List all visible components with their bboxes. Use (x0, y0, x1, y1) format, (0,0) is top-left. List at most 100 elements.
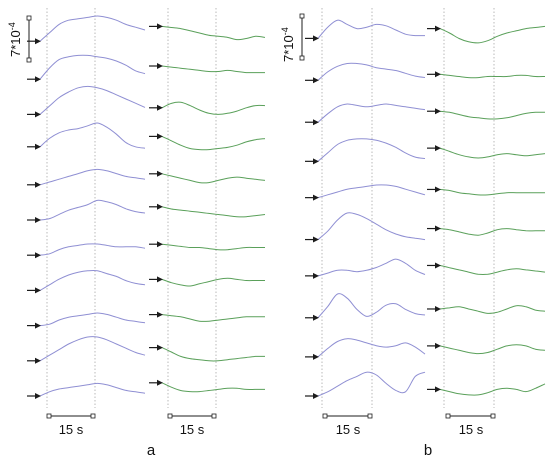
onset-arrow-icon (157, 133, 163, 140)
time-label-a-green: 15 s (180, 422, 205, 437)
svg-text:7*10-4: 7*10-4 (7, 22, 23, 57)
amplitude-scale-bar-a: 7*10-4 (7, 15, 32, 63)
onset-arrow-icon (313, 119, 319, 126)
onset-arrow-icon (435, 145, 441, 152)
trace-line (439, 188, 545, 196)
onset-arrow-icon (435, 225, 441, 232)
onset-arrow-icon (157, 170, 163, 177)
trace-line (317, 258, 426, 277)
time-scale-bar-b-green: 15 s (445, 413, 496, 437)
onset-arrow-icon (313, 35, 319, 42)
onset-arrow-icon (157, 311, 163, 318)
trace-line (39, 336, 146, 362)
onset-arrow-icon (435, 342, 441, 349)
onset-arrow-icon (35, 217, 41, 223)
panel-b-green-traces (427, 25, 546, 396)
panel-label-b: b (424, 442, 432, 459)
time-scale-bar-a-blue: 15 s (46, 413, 96, 437)
time-label-b-green: 15 s (459, 422, 484, 437)
trace-line (161, 314, 265, 322)
trace-line (439, 305, 546, 314)
onset-arrow-icon (313, 158, 319, 165)
onset-arrow-icon (35, 76, 41, 83)
gridlines (46, 8, 495, 408)
onset-arrow-icon (35, 322, 41, 329)
onset-arrow-icon (435, 262, 441, 269)
onset-arrow-icon (35, 252, 41, 259)
onset-arrow-icon (313, 314, 319, 321)
trace-line (317, 212, 426, 241)
trace-line (317, 371, 426, 397)
scale-exponent-a: -4 (7, 22, 17, 30)
trace-line (39, 243, 146, 256)
trace-line (439, 228, 545, 236)
scale-label-b: 7*10 (281, 35, 296, 62)
panel-a-green-traces (149, 23, 266, 393)
onset-arrow-icon (157, 203, 163, 210)
onset-arrow-icon (313, 194, 319, 201)
trace-line (317, 184, 426, 199)
svg-text:7*10-4: 7*10-4 (280, 27, 296, 62)
trace-line (161, 347, 266, 362)
onset-arrow-icon (35, 393, 41, 399)
trace-line (317, 338, 426, 358)
onset-arrow-icon (35, 181, 41, 188)
trace-line (39, 382, 146, 397)
trace-line (39, 199, 146, 221)
time-label-b-blue: 15 s (336, 422, 361, 437)
onset-arrow-icon (35, 111, 41, 118)
trace-line (317, 62, 426, 81)
scale-exponent-b: -4 (280, 27, 290, 35)
panel-label-a: a (147, 442, 156, 459)
trace-line (39, 168, 146, 186)
trace-line (39, 122, 146, 149)
onset-arrow-icon (435, 108, 441, 115)
onset-arrow-icon (157, 241, 163, 248)
panel-b-blue-traces (305, 19, 426, 399)
trace-line (161, 135, 266, 151)
trace-line (39, 312, 146, 327)
amplitude-scale-bar-b: 7*10-4 (280, 13, 305, 62)
onset-arrow-icon (157, 23, 163, 30)
trace-line (161, 65, 265, 74)
trace-line (161, 173, 266, 184)
trace-line (439, 110, 546, 120)
onset-arrow-icon (35, 143, 41, 150)
trace-line (161, 25, 266, 41)
scale-label-a: 7*10 (8, 30, 23, 57)
trace-line (161, 382, 265, 393)
trace-line (161, 243, 265, 251)
onset-arrow-icon (157, 63, 163, 69)
trace-line (439, 344, 546, 355)
trace-line (39, 270, 146, 291)
trace-line (317, 138, 426, 162)
onset-arrow-icon (35, 38, 41, 45)
onset-arrow-icon (435, 71, 441, 78)
onset-arrow-icon (435, 386, 441, 393)
trace-line (161, 206, 266, 218)
onset-arrow-icon (157, 379, 163, 386)
trace-line (39, 85, 146, 115)
trace-line (317, 19, 426, 39)
onset-arrow-icon (35, 357, 41, 364)
trace-line (161, 101, 266, 115)
trace-line (161, 277, 265, 287)
trace-line (39, 15, 146, 42)
onset-arrow-icon (435, 25, 441, 32)
trace-line (317, 293, 426, 319)
trace-line (439, 265, 546, 276)
trace-line (439, 73, 546, 79)
onset-arrow-icon (157, 276, 163, 283)
panel-a-blue-traces (27, 15, 146, 399)
trace-line (439, 147, 546, 159)
trace-line (439, 383, 546, 396)
onset-arrow-icon (313, 353, 319, 360)
onset-arrow-icon (157, 104, 163, 111)
trace-line (39, 54, 146, 80)
onset-arrow-icon (313, 236, 319, 243)
time-label-a-blue: 15 s (59, 422, 84, 437)
onset-arrow-icon (157, 344, 163, 351)
trace-line (439, 25, 546, 44)
onset-arrow-icon (313, 393, 319, 399)
